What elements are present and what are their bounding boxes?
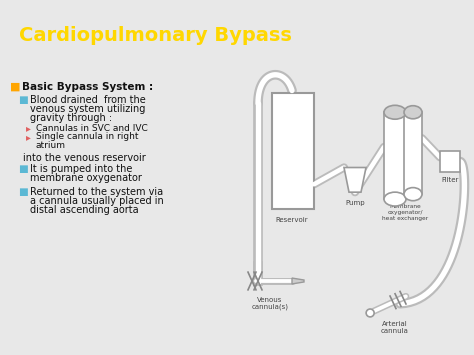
Text: Single cannula in right: Single cannula in right	[36, 132, 138, 141]
Text: atrium: atrium	[36, 141, 66, 150]
Text: Basic Bypass System :: Basic Bypass System :	[22, 82, 153, 92]
Circle shape	[366, 309, 374, 317]
Bar	[404, 112, 422, 194]
Text: Cardiopulmonary Bypass: Cardiopulmonary Bypass	[19, 26, 292, 45]
Text: ▸: ▸	[26, 123, 31, 133]
Ellipse shape	[384, 192, 406, 206]
Text: ■: ■	[10, 82, 20, 92]
Text: distal ascending aorta: distal ascending aorta	[30, 205, 138, 215]
Bar	[272, 93, 314, 209]
Text: into the venous reservoir: into the venous reservoir	[23, 153, 146, 163]
Text: Arterial
cannula: Arterial cannula	[381, 321, 409, 334]
Text: Venous
cannula(s): Venous cannula(s)	[252, 297, 289, 310]
Text: Reservoir: Reservoir	[276, 217, 308, 223]
Text: It is pumped into the: It is pumped into the	[30, 164, 132, 175]
Text: ▸: ▸	[26, 132, 31, 142]
Text: a cannula usually placed in: a cannula usually placed in	[30, 196, 164, 206]
Ellipse shape	[404, 187, 422, 201]
Text: gravity through :: gravity through :	[30, 113, 112, 123]
Bar	[440, 151, 460, 173]
Ellipse shape	[404, 106, 422, 119]
Text: ■: ■	[18, 187, 28, 197]
Text: membrane oxygenator: membrane oxygenator	[30, 173, 142, 184]
Ellipse shape	[384, 105, 406, 119]
Text: venous system utilizing: venous system utilizing	[30, 104, 146, 114]
Text: Membrane
oxygenator/
heat exchanger: Membrane oxygenator/ heat exchanger	[382, 204, 428, 220]
Text: Pump: Pump	[345, 200, 365, 206]
Polygon shape	[292, 278, 304, 284]
Text: Blood drained  from the: Blood drained from the	[30, 95, 146, 105]
Text: ■: ■	[18, 164, 28, 175]
Bar	[384, 112, 406, 199]
Text: Returned to the system via: Returned to the system via	[30, 187, 163, 197]
Polygon shape	[344, 168, 366, 192]
Text: Cannulas in SVC and IVC: Cannulas in SVC and IVC	[36, 124, 148, 132]
Text: ■: ■	[18, 95, 28, 105]
Text: Filter: Filter	[441, 178, 459, 184]
